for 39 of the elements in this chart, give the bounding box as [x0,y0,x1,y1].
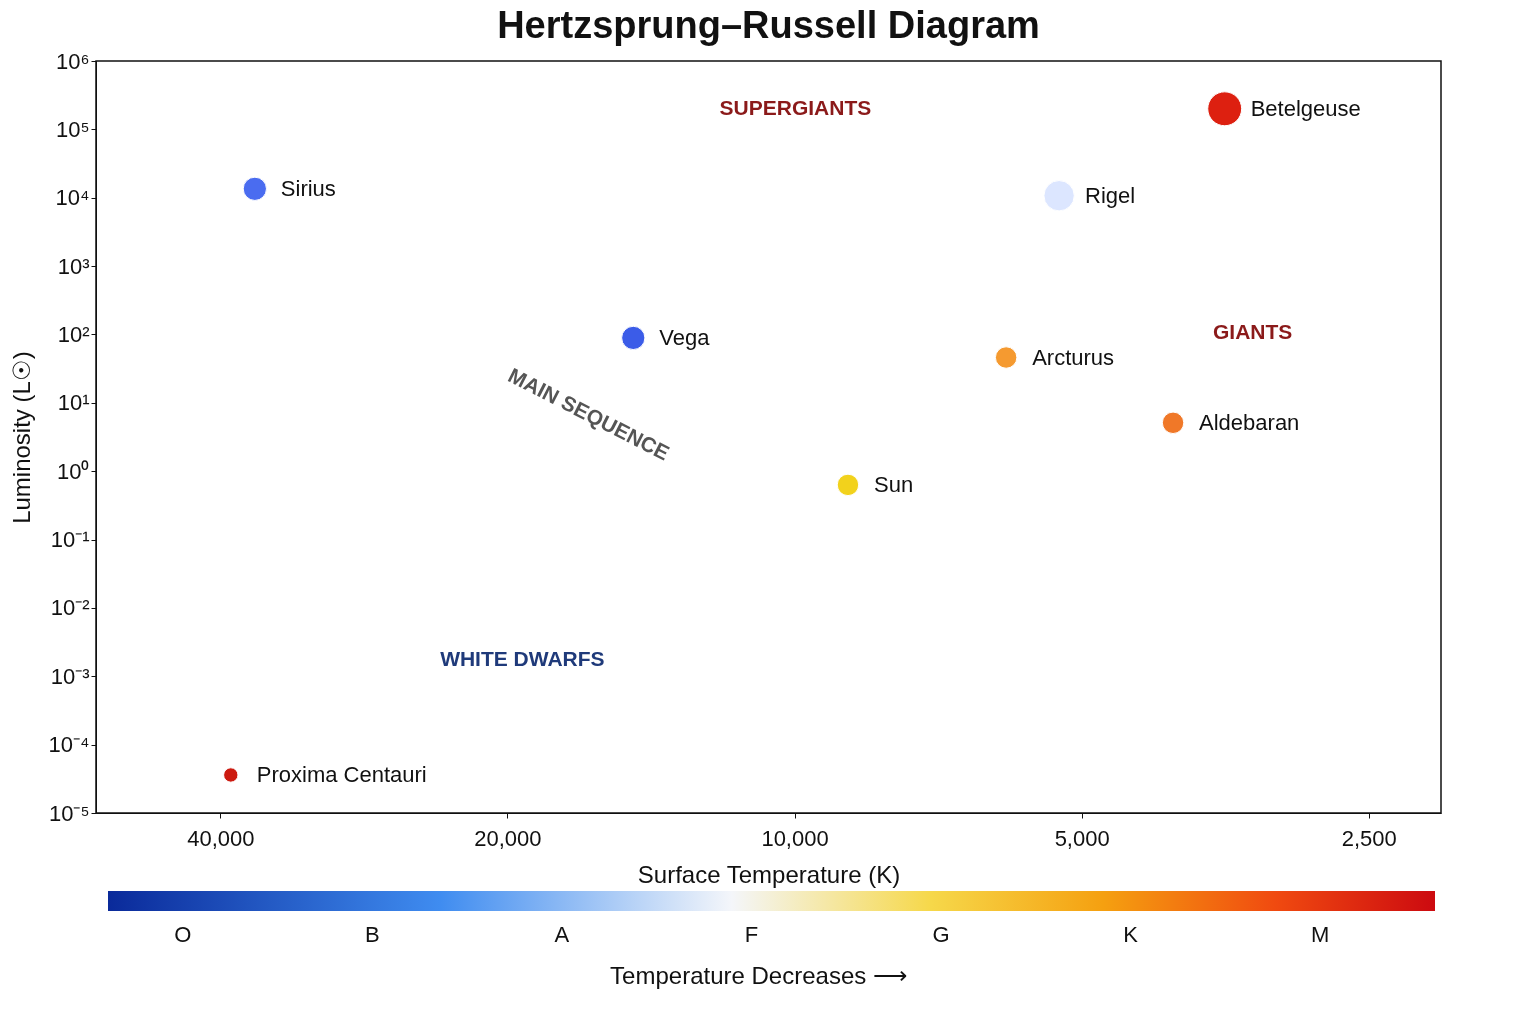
x-tick-label: 2,500 [1341,825,1397,851]
y-tick-label: 10⁻⁴ [48,732,90,758]
annotation: GIANTS [1213,320,1293,344]
y-tick-label: 10⁴ [55,185,90,211]
text: O [174,922,192,947]
text: A [554,922,570,947]
annotation: SUPERGIANTS [719,96,872,120]
y-tick-label: 10³ [57,253,90,279]
x-axis-title: Surface Temperature (K) [637,860,901,888]
text: M [1311,922,1330,947]
y-tick-label: 10⁵ [55,116,90,142]
series-label: Rigel [1085,182,1136,208]
text: K [1123,922,1139,947]
y-tick-label: 10⁻⁵ [48,800,90,826]
text: Temperature Decreases ⟶ [610,962,907,989]
x-tick-label: 5,000 [1054,825,1110,851]
series-label: Arcturus [1032,344,1115,370]
y-tick-label: 10⁻² [50,595,90,621]
text: B [365,922,380,947]
x-tick-label: 40,000 [187,825,255,851]
series-label: Betelgeuse [1250,95,1361,121]
series-label: Vega [659,324,711,350]
y-tick-label: 10⁰ [57,458,90,484]
y-axis-title: Luminosity (L☉) [7,351,35,524]
y-tick-label: 10⁻³ [50,663,90,689]
y-tick-label: 10⁻¹ [50,527,90,553]
series-label: Proxima Centauri [256,761,427,787]
x-tick-label: 20,000 [474,825,542,851]
y-tick-label: 10¹ [57,390,90,416]
y-tick-label: 10⁶ [55,48,90,74]
series-label: Aldebaran [1199,409,1300,435]
annotation: WHITE DWARFS [440,647,605,671]
text: F [744,922,759,947]
series-label: Sirius [280,175,336,201]
x-tick-label: 10,000 [761,825,829,851]
chart-title: Hertzsprung–Russell Diagram [497,4,1040,46]
y-tick-label: 10² [57,321,90,347]
text: G [932,922,950,947]
series-label: Sun [873,471,914,497]
